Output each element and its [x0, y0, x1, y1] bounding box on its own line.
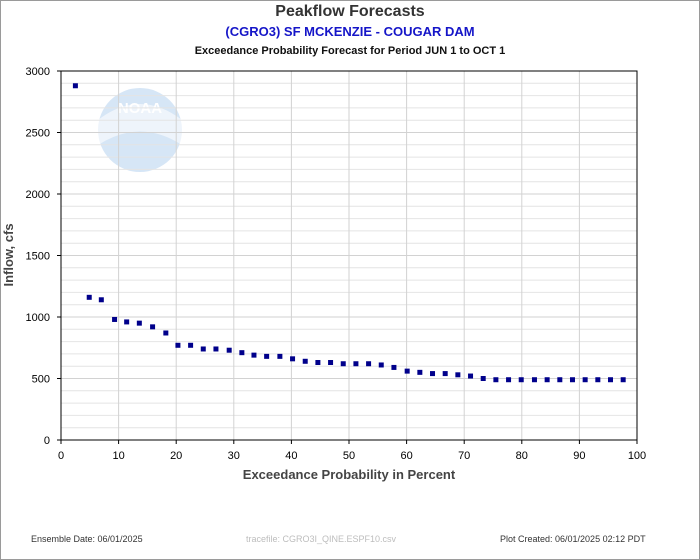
data-points: [72, 83, 626, 383]
data-point: [98, 297, 104, 303]
data-point: [480, 376, 486, 381]
y-axis-title: Inflow, cfs: [1, 223, 16, 286]
data-point: [302, 358, 308, 364]
y-tick-label: 1500: [26, 251, 50, 263]
noaa-logo-text: NOAA: [118, 100, 162, 117]
data-point: [608, 377, 614, 383]
data-point: [518, 377, 524, 383]
x-tick-label: 20: [170, 450, 182, 462]
data-point: [136, 320, 142, 326]
y-tick-label: 2500: [26, 128, 50, 140]
y-tick-label: 1000: [26, 312, 50, 324]
data-point: [112, 316, 118, 322]
x-tick-label: 100: [628, 450, 646, 462]
data-point: [277, 353, 283, 359]
data-point: [569, 377, 575, 383]
data-point: [595, 377, 601, 383]
data-point: [226, 347, 232, 353]
x-tick-label: 10: [112, 450, 124, 462]
data-point: [366, 361, 372, 367]
data-point: [340, 361, 346, 367]
data-point: [493, 377, 499, 383]
x-tick-label: 90: [573, 450, 585, 462]
x-tick-label: 70: [458, 450, 470, 462]
data-point: [404, 368, 410, 374]
data-point: [378, 362, 384, 368]
data-point: [417, 369, 423, 375]
data-point: [442, 371, 448, 377]
x-tick-label: 0: [58, 450, 64, 462]
tracefile-label: tracefile: CGRO3I_QINE.ESPF10.csv: [246, 534, 397, 544]
data-point: [251, 352, 257, 358]
data-point: [175, 342, 181, 348]
data-point: [620, 377, 626, 383]
data-point: [582, 377, 588, 383]
data-point: [328, 360, 334, 366]
data-point: [290, 356, 296, 362]
y-tick-label: 2000: [26, 189, 50, 201]
data-point: [124, 319, 130, 325]
y-tick-label: 0: [44, 435, 50, 447]
x-tick-label: 80: [516, 450, 528, 462]
y-tick-label: 500: [32, 374, 50, 386]
data-point: [315, 360, 321, 366]
x-tick-label: 50: [343, 450, 355, 462]
page-title: Peakflow Forecasts: [275, 3, 425, 20]
data-point: [86, 294, 92, 300]
x-tick-label: 40: [285, 450, 297, 462]
data-point: [72, 83, 78, 89]
x-axis-title: Exceedance Probability in Percent: [243, 467, 456, 482]
x-tick-label: 30: [228, 450, 240, 462]
data-point: [213, 346, 219, 352]
grid-lines: [61, 71, 637, 440]
data-point: [506, 377, 512, 383]
data-point: [557, 377, 563, 383]
data-point: [150, 324, 156, 330]
data-point: [430, 371, 436, 377]
data-point: [264, 353, 270, 359]
data-point: [188, 342, 194, 348]
y-tick-label: 3000: [26, 66, 50, 78]
data-point: [531, 377, 537, 383]
x-tick-label: 60: [400, 450, 412, 462]
data-point: [239, 350, 245, 356]
data-point: [163, 330, 169, 336]
data-point: [353, 361, 359, 367]
data-point: [391, 364, 397, 370]
axis-ticks: 0 500 1000 1500 2000 2500 3000 0 10 20 30 40 50 60 70 8…: [26, 66, 647, 462]
data-point: [544, 377, 550, 383]
data-point: [468, 373, 474, 379]
station-subtitle: (CGRO3) SF MCKENZIE - COUGAR DAM: [225, 24, 475, 39]
period-subtitle: Exceedance Probability Forecast for Peri…: [194, 45, 506, 57]
plot-created: Plot Created: 06/01/2025 02:12 PDT: [500, 534, 646, 544]
noaa-logo-icon: NOAA: [98, 88, 182, 172]
data-point: [455, 372, 461, 378]
ensemble-date: Ensemble Date: 06/01/2025: [31, 534, 143, 544]
data-point: [200, 346, 206, 352]
